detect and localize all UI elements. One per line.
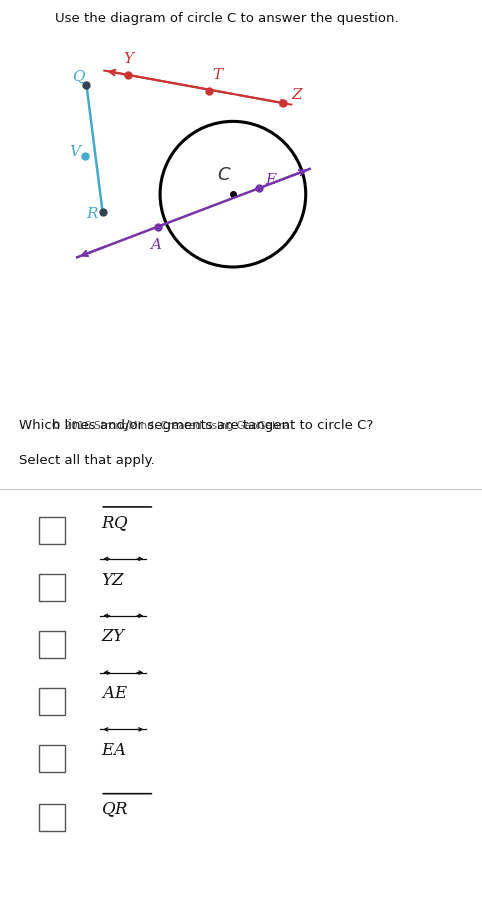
- Text: $EA$: $EA$: [101, 743, 127, 759]
- Text: T: T: [213, 68, 223, 82]
- FancyBboxPatch shape: [39, 574, 65, 601]
- Text: $QR$: $QR$: [101, 801, 129, 819]
- Text: $C$: $C$: [217, 166, 231, 184]
- Text: E: E: [265, 174, 276, 187]
- Text: $RQ$: $RQ$: [101, 514, 129, 532]
- Text: $ZY$: $ZY$: [101, 628, 128, 645]
- Text: $AE$: $AE$: [101, 685, 128, 702]
- FancyBboxPatch shape: [39, 688, 65, 715]
- FancyBboxPatch shape: [39, 631, 65, 658]
- Text: Y: Y: [124, 52, 134, 66]
- Text: Use the diagram of circle C to answer the question.: Use the diagram of circle C to answer th…: [55, 13, 399, 25]
- FancyBboxPatch shape: [39, 517, 65, 545]
- Text: $YZ$: $YZ$: [101, 572, 126, 589]
- Text: © 2016 StrongMind. Created using GeoGebra.: © 2016 StrongMind. Created using GeoGebr…: [51, 421, 293, 431]
- Text: Which lines and/or segments are tangent to circle C?: Which lines and/or segments are tangent …: [19, 419, 374, 432]
- FancyBboxPatch shape: [39, 744, 65, 772]
- Text: Z: Z: [292, 88, 302, 102]
- FancyBboxPatch shape: [39, 804, 65, 832]
- Text: V: V: [69, 145, 80, 159]
- Text: A: A: [150, 238, 161, 252]
- Text: Q: Q: [72, 70, 85, 84]
- Text: Select all that apply.: Select all that apply.: [19, 454, 155, 467]
- Text: R: R: [86, 208, 98, 221]
